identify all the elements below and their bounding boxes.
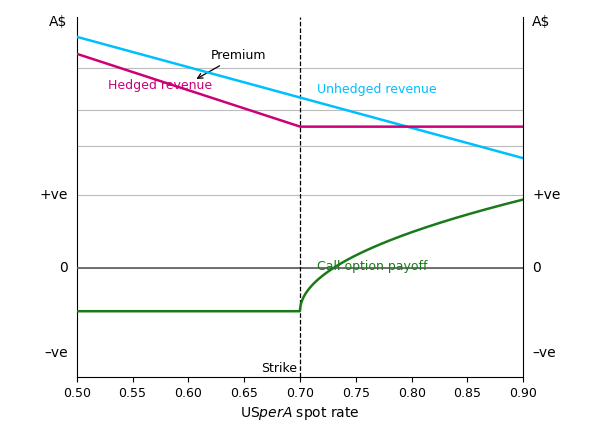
Text: +ve: +ve bbox=[532, 188, 560, 202]
Text: –ve: –ve bbox=[532, 346, 556, 359]
Text: Premium: Premium bbox=[197, 49, 266, 78]
Text: +ve: +ve bbox=[40, 188, 68, 202]
Text: Unhedged revenue: Unhedged revenue bbox=[317, 83, 436, 96]
Text: A$: A$ bbox=[532, 15, 551, 29]
Text: –ve: –ve bbox=[44, 346, 68, 359]
Text: Hedged revenue: Hedged revenue bbox=[108, 78, 212, 91]
X-axis label: US$ per A$ spot rate: US$ per A$ spot rate bbox=[240, 405, 360, 422]
Text: A$: A$ bbox=[49, 15, 68, 29]
Text: 0: 0 bbox=[532, 260, 541, 274]
Text: Call option payoff: Call option payoff bbox=[317, 260, 427, 273]
Text: Strike: Strike bbox=[260, 362, 296, 375]
Text: 0: 0 bbox=[59, 260, 68, 274]
